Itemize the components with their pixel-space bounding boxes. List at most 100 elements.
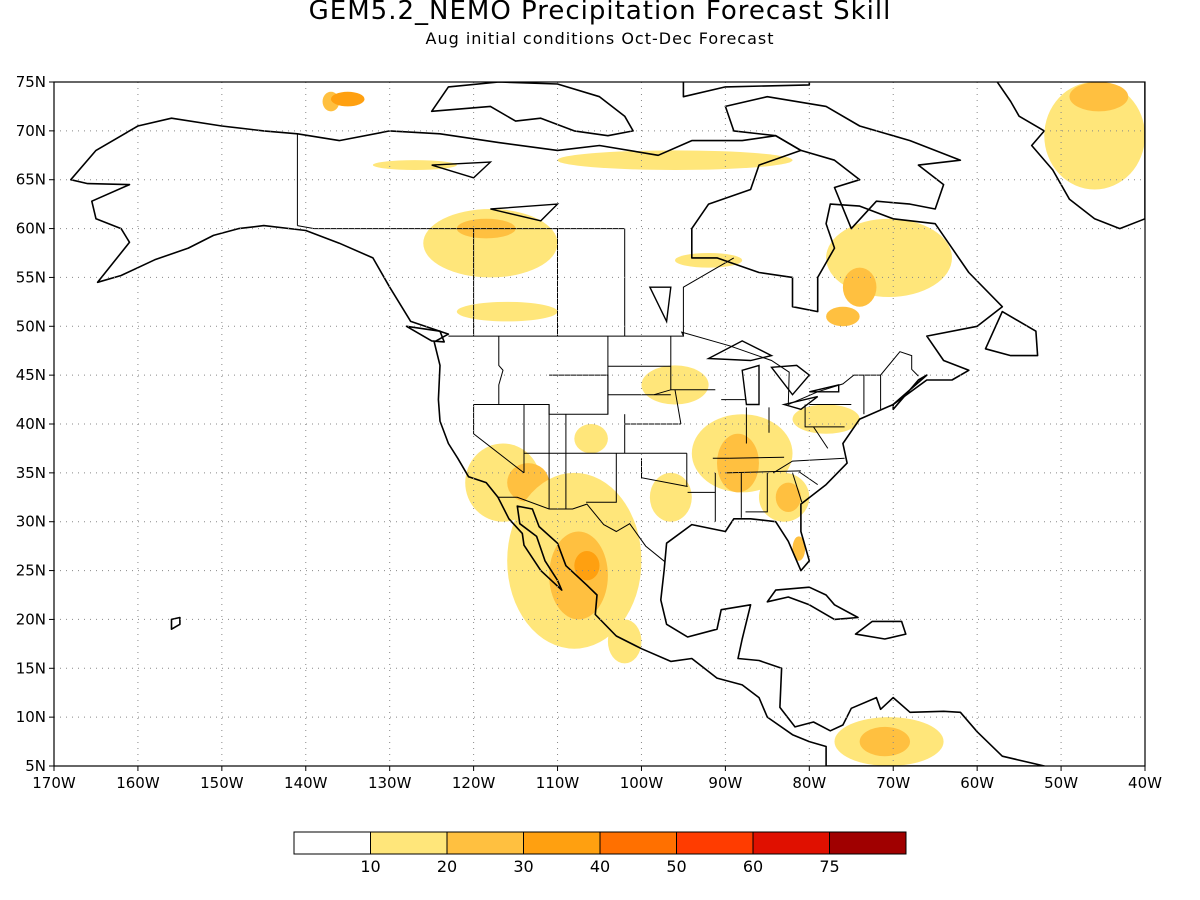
- skill-region: [465, 443, 541, 522]
- lon-tick-label: 60W: [960, 774, 994, 792]
- border-line: [448, 331, 919, 406]
- border-line: [586, 453, 617, 503]
- skill-region: [716, 433, 759, 493]
- colorbar-label: 30: [513, 857, 533, 876]
- skill-region: [330, 91, 365, 107]
- lon-tick-label: 140W: [284, 774, 328, 792]
- border-line: [792, 472, 803, 503]
- skill-region: [1044, 82, 1145, 190]
- lat-tick-label: 10N: [16, 708, 46, 726]
- coastline: [854, 620, 907, 640]
- lake-outline: [770, 364, 811, 396]
- border-line: [813, 426, 829, 449]
- colorbar-label: 60: [743, 857, 763, 876]
- lat-tick-label: 65N: [16, 171, 46, 189]
- skill-region: [775, 482, 801, 512]
- lon-tick-label: 100W: [620, 774, 664, 792]
- border-line: [772, 457, 845, 474]
- border-line: [729, 456, 785, 459]
- coastline: [984, 310, 1039, 357]
- skill-region: [675, 253, 743, 268]
- border-line: [725, 470, 801, 474]
- lon-tick-label: 40W: [1128, 774, 1162, 792]
- lat-tick-label: 25N: [16, 562, 46, 580]
- border-line: [297, 225, 315, 230]
- lon-tick-label: 120W: [452, 774, 496, 792]
- lat-tick-label: 45N: [16, 366, 46, 384]
- skill-region: [842, 267, 877, 307]
- lon-tick-label: 160W: [116, 774, 160, 792]
- coastline: [724, 95, 962, 230]
- colorbar-swatch: [829, 831, 907, 855]
- colorbar-label: 20: [437, 857, 457, 876]
- coastline: [682, 82, 811, 98]
- axis-labels: 170W 160W 150W 140W 130W 120W 110W 100W 90W 80W 70…: [16, 73, 1162, 792]
- lat-tick-label: 15N: [16, 659, 46, 677]
- chart-title: GEM5.2_NEMO Precipitation Forecast Skill: [308, 0, 892, 26]
- coastline: [70, 117, 1046, 766]
- plot-frame: [53, 81, 1146, 767]
- colorbar-swatch: [676, 831, 754, 855]
- coastline: [996, 82, 1145, 230]
- skill-region: [557, 150, 793, 170]
- border-line: [804, 404, 845, 428]
- lake-outline: [741, 364, 760, 406]
- skill-region: [826, 306, 860, 327]
- lat-tick-label: 5N: [25, 757, 46, 775]
- lat-tick-label: 70N: [16, 122, 46, 140]
- lat-tick-label: 50N: [16, 317, 46, 335]
- skill-region: [792, 536, 806, 561]
- colorbar-swatch: [523, 831, 601, 855]
- skill-region: [574, 551, 600, 581]
- skill-region: [607, 619, 642, 664]
- border-line: [498, 336, 504, 405]
- colorbar-swatch: [370, 831, 448, 855]
- skill-region: [456, 301, 558, 322]
- colorbar-swatch: [599, 831, 677, 855]
- skill-region: [1069, 82, 1129, 112]
- lake-outline: [431, 161, 493, 179]
- coastline: [766, 586, 859, 621]
- border-line: [498, 496, 666, 563]
- lon-tick-label: 170W: [32, 774, 76, 792]
- skill-region: [641, 365, 709, 405]
- lon-tick-label: 70W: [876, 774, 910, 792]
- grid-lines: [54, 82, 1145, 766]
- skill-region: [574, 424, 608, 454]
- colorbar: 10 20 30 40 50 60 75: [293, 831, 907, 876]
- colorbar-swatch: [293, 831, 371, 855]
- lon-tick-label: 90W: [708, 774, 742, 792]
- lat-tick-label: 75N: [16, 73, 46, 91]
- map-layer: [70, 82, 1145, 766]
- border-line: [682, 257, 735, 337]
- border-line: [798, 471, 818, 486]
- lat-tick-label: 55N: [16, 268, 46, 286]
- skill-region: [859, 726, 911, 757]
- colorbar-swatch: [446, 831, 524, 855]
- colorbar-label: 40: [590, 857, 610, 876]
- border-line: [473, 374, 609, 415]
- skill-region: [423, 209, 558, 278]
- colorbar-label: 75: [819, 857, 839, 876]
- lon-tick-label: 130W: [368, 774, 412, 792]
- chart-subtitle: Aug initial conditions Oct-Dec Forecast: [425, 29, 775, 48]
- colorbar-label: 50: [666, 857, 686, 876]
- skill-region: [372, 160, 457, 170]
- lat-tick-label: 60N: [16, 220, 46, 238]
- lat-tick-label: 40N: [16, 415, 46, 433]
- lat-tick-label: 30N: [16, 513, 46, 531]
- lake-outline: [490, 203, 560, 222]
- coastline: [170, 616, 181, 631]
- lon-tick-label: 110W: [536, 774, 580, 792]
- border-line: [641, 458, 688, 487]
- lake-outline: [648, 286, 672, 324]
- border-line: [674, 389, 682, 425]
- lat-tick-label: 35N: [16, 464, 46, 482]
- coastline: [405, 325, 446, 343]
- lon-tick-label: 80W: [792, 774, 826, 792]
- lat-tick-label: 20N: [16, 610, 46, 628]
- colorbar-swatch: [752, 831, 830, 855]
- border-line: [473, 404, 525, 474]
- colorbar-label: 10: [360, 857, 380, 876]
